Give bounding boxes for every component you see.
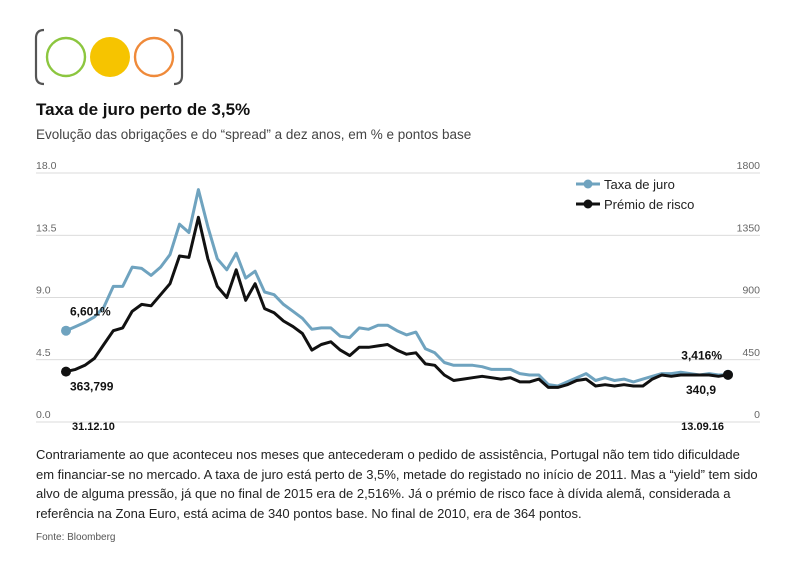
series-lines [61, 188, 733, 389]
right-tick-label: 0 [754, 409, 760, 421]
series-line-taxa-de-juro [65, 188, 729, 388]
right-axis: 1800 1350 900 450 0 [737, 160, 761, 421]
right-tick-label: 900 [742, 285, 760, 297]
legend-marker [583, 179, 593, 189]
left-tick-label: 13.5 [36, 222, 57, 234]
legend-label: Taxa de juro [604, 177, 675, 192]
endpoint-marker [61, 366, 71, 377]
right-bracket-icon [173, 28, 184, 86]
left-axis: 18.0 13.5 9.0 4.5 0.0 [36, 160, 57, 421]
endpoint-marker [61, 325, 71, 336]
green-circle-icon [45, 36, 87, 78]
x-end-label: 13.09.16 [681, 421, 724, 433]
description-text: Contrariamente ao que aconteceu nos mese… [36, 447, 758, 521]
endpoint-marker [723, 369, 733, 380]
chart-title: Taxa de juro perto de 3,5% [36, 100, 251, 119]
legend-marker [583, 199, 593, 209]
x-start-label: 31.12.10 [72, 421, 115, 433]
source-note: Fonte: Bloomberg [36, 532, 116, 543]
left-tick-label: 9.0 [36, 285, 51, 297]
right-tick-label: 1800 [737, 160, 761, 172]
orange-circle-icon [133, 36, 175, 78]
data-labels: 6,601% 3,416% 363,799 340,9 [70, 305, 722, 397]
left-bracket-icon [34, 28, 45, 86]
yellow-circle-icon [90, 37, 130, 77]
data-label: 363,799 [70, 380, 114, 394]
data-label: 3,416% [681, 349, 722, 363]
line-chart: 18.0 13.5 9.0 4.5 0.0 1800 1350 900 450 0 6,601%… [36, 160, 761, 433]
data-label: 340,9 [686, 383, 716, 397]
x-axis-labels: 31.12.10 13.09.16 [72, 421, 724, 433]
traffic-light-logo [34, 28, 184, 86]
legend-label: Prémio de risco [604, 197, 694, 212]
left-tick-label: 4.5 [36, 347, 51, 359]
left-tick-label: 18.0 [36, 160, 57, 172]
series-line-premio-de-risco [65, 215, 729, 389]
right-tick-label: 450 [742, 347, 760, 359]
legend: Taxa de juro Prémio de risco [576, 177, 694, 212]
left-tick-label: 0.0 [36, 409, 51, 421]
right-tick-label: 1350 [737, 222, 761, 234]
chart-subtitle: Evolução das obrigações e do “spread” a … [36, 127, 472, 142]
data-label: 6,601% [70, 305, 111, 319]
